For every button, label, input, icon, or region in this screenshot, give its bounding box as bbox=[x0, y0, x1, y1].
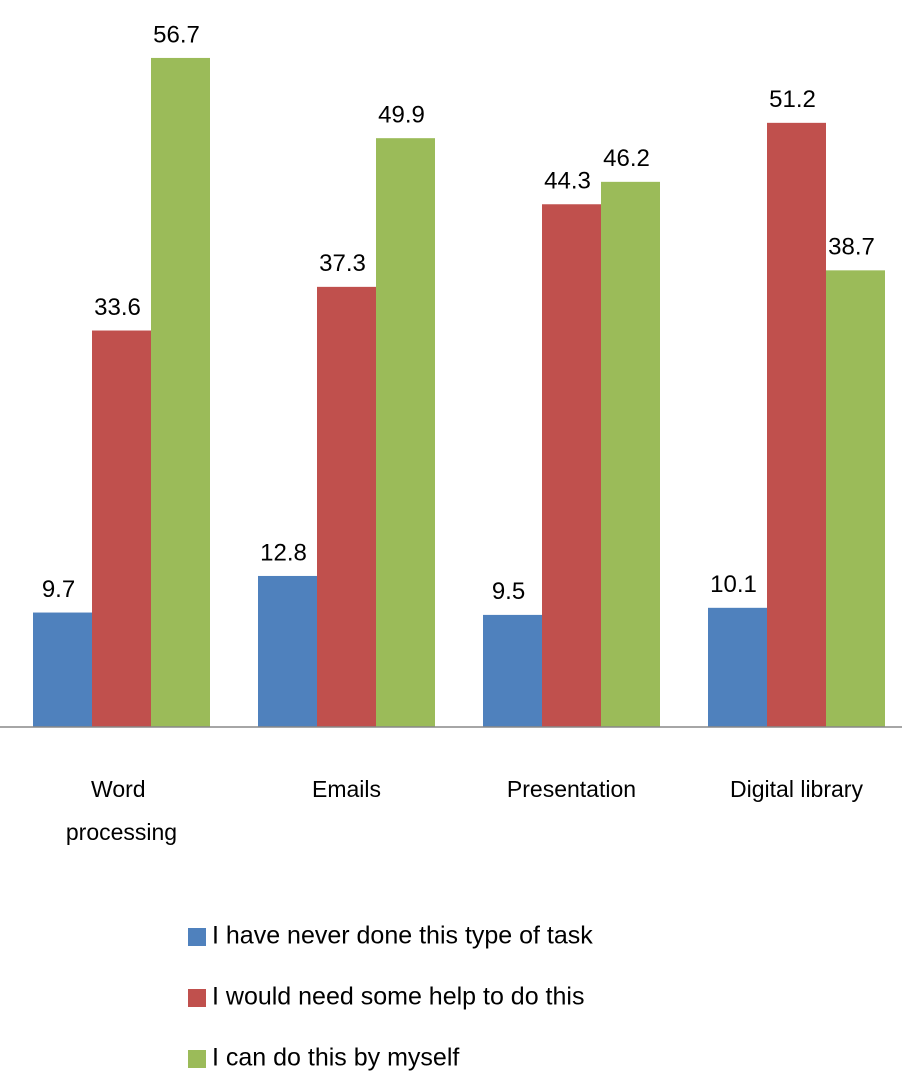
x-tick-label: Digital library bbox=[730, 776, 863, 802]
legend-swatch bbox=[188, 928, 206, 946]
value-label: 46.2 bbox=[603, 145, 650, 172]
value-label: 56.7 bbox=[153, 21, 200, 48]
value-label: 49.9 bbox=[378, 102, 425, 129]
value-label: 38.7 bbox=[828, 234, 875, 261]
value-label: 12.8 bbox=[260, 539, 307, 566]
value-label: 44.3 bbox=[544, 168, 591, 195]
legend-label: I would need some help to do this bbox=[212, 983, 584, 1011]
x-tick-label: Emails bbox=[312, 776, 381, 802]
value-label: 33.6 bbox=[94, 294, 141, 321]
bar bbox=[317, 286, 376, 727]
value-label: 51.2 bbox=[769, 86, 816, 113]
bar bbox=[601, 181, 660, 728]
bar bbox=[708, 607, 767, 727]
legend-swatch bbox=[188, 989, 206, 1007]
x-tick-label: Word processing bbox=[66, 776, 177, 845]
bar bbox=[151, 57, 210, 727]
bar bbox=[258, 575, 317, 727]
bar bbox=[92, 330, 151, 727]
value-label: 9.7 bbox=[42, 576, 75, 603]
bar bbox=[542, 204, 601, 727]
bar bbox=[767, 122, 826, 728]
value-label: 9.5 bbox=[492, 578, 525, 605]
value-label: 10.1 bbox=[710, 571, 757, 598]
legend-label: I have never done this type of task bbox=[212, 922, 593, 950]
legend-swatch bbox=[188, 1050, 206, 1068]
x-tick-label: Presentation bbox=[507, 776, 636, 802]
bar bbox=[826, 270, 885, 727]
bar bbox=[33, 612, 92, 727]
bar bbox=[376, 138, 435, 727]
legend-label: I can do this by myself bbox=[212, 1044, 459, 1072]
value-label: 37.3 bbox=[319, 250, 366, 277]
bar bbox=[483, 614, 542, 727]
